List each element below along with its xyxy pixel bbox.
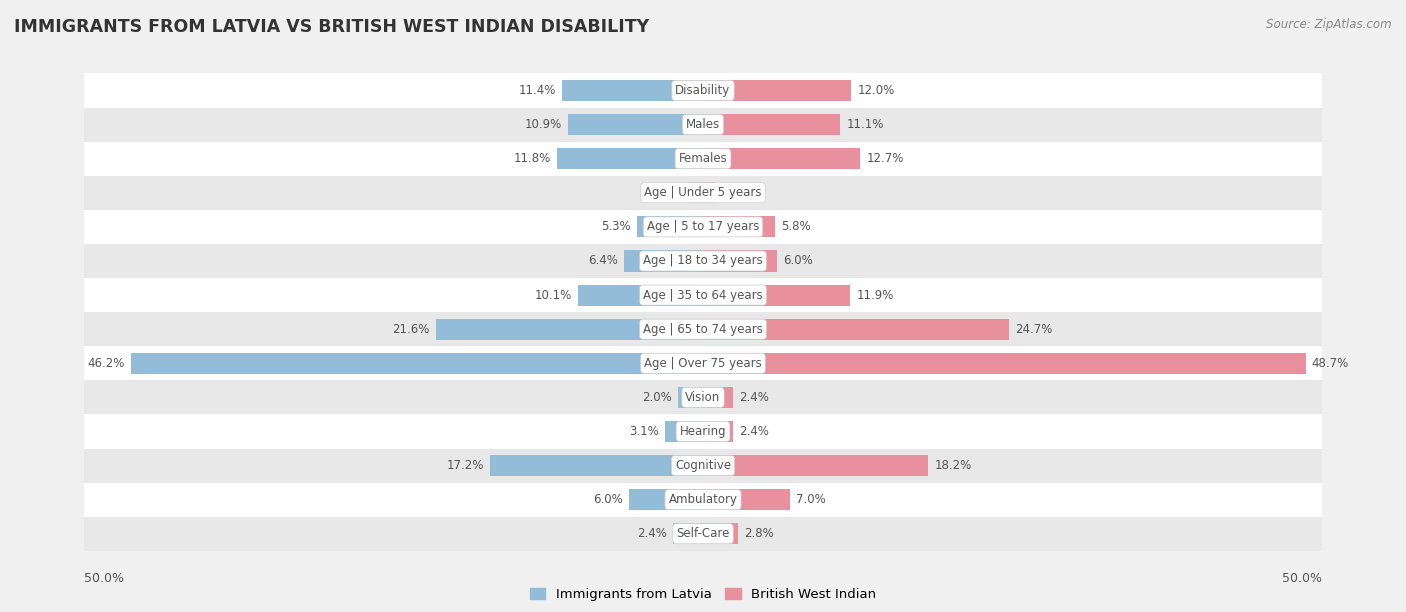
Bar: [624, 250, 703, 272]
Bar: [703, 182, 716, 203]
Bar: [637, 216, 703, 237]
Text: 12.0%: 12.0%: [858, 84, 894, 97]
Bar: [688, 182, 703, 203]
Text: 24.7%: 24.7%: [1015, 323, 1052, 335]
Bar: [578, 285, 703, 305]
Text: Hearing: Hearing: [679, 425, 727, 438]
Text: Age | 18 to 34 years: Age | 18 to 34 years: [643, 255, 763, 267]
Text: 50.0%: 50.0%: [84, 572, 124, 585]
Text: 50.0%: 50.0%: [1282, 572, 1322, 585]
Bar: [491, 455, 703, 476]
Text: 6.0%: 6.0%: [783, 255, 813, 267]
Bar: [703, 455, 928, 476]
Text: 2.8%: 2.8%: [744, 528, 773, 540]
Bar: [703, 523, 738, 544]
Bar: [703, 319, 1008, 340]
Text: 18.2%: 18.2%: [935, 459, 972, 472]
Text: IMMIGRANTS FROM LATVIA VS BRITISH WEST INDIAN DISABILITY: IMMIGRANTS FROM LATVIA VS BRITISH WEST I…: [14, 18, 650, 36]
Text: 2.4%: 2.4%: [637, 528, 666, 540]
Text: 6.4%: 6.4%: [588, 255, 617, 267]
Bar: [703, 80, 852, 101]
Text: Cognitive: Cognitive: [675, 459, 731, 472]
Bar: [678, 387, 703, 408]
Bar: [84, 244, 1322, 278]
Bar: [703, 387, 733, 408]
Text: Females: Females: [679, 152, 727, 165]
Text: 5.8%: 5.8%: [780, 220, 811, 233]
Text: 11.8%: 11.8%: [513, 152, 551, 165]
Bar: [562, 80, 703, 101]
Bar: [436, 319, 703, 340]
Bar: [84, 346, 1322, 380]
Text: Age | Under 5 years: Age | Under 5 years: [644, 186, 762, 200]
Text: 1.2%: 1.2%: [652, 186, 682, 200]
Text: 21.6%: 21.6%: [392, 323, 430, 335]
Legend: Immigrants from Latvia, British West Indian: Immigrants from Latvia, British West Ind…: [524, 583, 882, 606]
Text: Age | 5 to 17 years: Age | 5 to 17 years: [647, 220, 759, 233]
Text: 7.0%: 7.0%: [796, 493, 825, 506]
Text: Males: Males: [686, 118, 720, 131]
Text: Disability: Disability: [675, 84, 731, 97]
Bar: [84, 312, 1322, 346]
Bar: [84, 176, 1322, 210]
Text: 2.4%: 2.4%: [740, 425, 769, 438]
Text: 6.0%: 6.0%: [593, 493, 623, 506]
Bar: [84, 278, 1322, 312]
Bar: [84, 517, 1322, 551]
Bar: [703, 148, 860, 170]
Text: 12.7%: 12.7%: [866, 152, 904, 165]
Bar: [703, 489, 790, 510]
Text: 10.1%: 10.1%: [534, 289, 572, 302]
Bar: [84, 108, 1322, 141]
Text: 3.1%: 3.1%: [628, 425, 658, 438]
Text: 17.2%: 17.2%: [447, 459, 484, 472]
Text: 2.4%: 2.4%: [740, 391, 769, 404]
Bar: [568, 114, 703, 135]
Text: 5.3%: 5.3%: [602, 220, 631, 233]
Bar: [703, 353, 1306, 374]
Bar: [84, 141, 1322, 176]
Text: 48.7%: 48.7%: [1312, 357, 1348, 370]
Bar: [703, 285, 851, 305]
Text: Age | 35 to 64 years: Age | 35 to 64 years: [643, 289, 763, 302]
Bar: [557, 148, 703, 170]
Text: 0.99%: 0.99%: [721, 186, 759, 200]
Bar: [703, 421, 733, 442]
Bar: [703, 114, 841, 135]
Text: 2.0%: 2.0%: [643, 391, 672, 404]
Text: Age | Over 75 years: Age | Over 75 years: [644, 357, 762, 370]
Bar: [84, 380, 1322, 414]
Text: 11.4%: 11.4%: [519, 84, 555, 97]
Text: 10.9%: 10.9%: [524, 118, 562, 131]
Text: Age | 65 to 74 years: Age | 65 to 74 years: [643, 323, 763, 335]
Bar: [84, 449, 1322, 483]
Bar: [84, 414, 1322, 449]
Text: 11.1%: 11.1%: [846, 118, 884, 131]
Text: Source: ZipAtlas.com: Source: ZipAtlas.com: [1267, 18, 1392, 31]
Text: Self-Care: Self-Care: [676, 528, 730, 540]
Bar: [628, 489, 703, 510]
Bar: [131, 353, 703, 374]
Text: Vision: Vision: [685, 391, 721, 404]
Bar: [84, 483, 1322, 517]
Bar: [665, 421, 703, 442]
Bar: [703, 216, 775, 237]
Bar: [84, 73, 1322, 108]
Text: 11.9%: 11.9%: [856, 289, 894, 302]
Text: Ambulatory: Ambulatory: [668, 493, 738, 506]
Bar: [673, 523, 703, 544]
Text: 46.2%: 46.2%: [87, 357, 125, 370]
Bar: [84, 210, 1322, 244]
Bar: [703, 250, 778, 272]
